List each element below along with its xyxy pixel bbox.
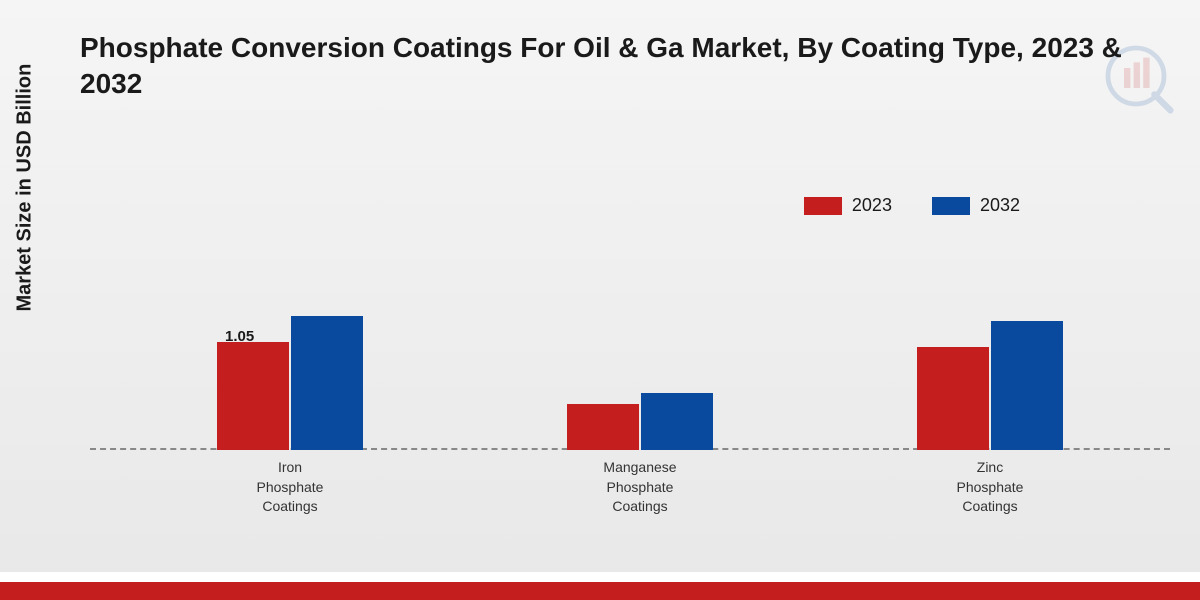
legend-swatch-2032 (932, 197, 970, 215)
footer-band (0, 582, 1200, 600)
footer-gap (0, 572, 1200, 582)
bar-zinc-2023 (917, 347, 989, 450)
legend: 2023 2032 (804, 195, 1020, 216)
y-axis-label: Market Size in USD Billion (14, 64, 37, 312)
x-label-iron: Iron Phosphate Coatings (230, 458, 350, 517)
legend-item-2032: 2032 (932, 195, 1020, 216)
chart-title: Phosphate Conversion Coatings For Oil & … (80, 30, 1180, 103)
bar-iron-2023 (217, 342, 289, 451)
x-label-manganese: Manganese Phosphate Coatings (580, 458, 700, 517)
value-label-iron-2023: 1.05 (225, 328, 254, 345)
legend-item-2023: 2023 (804, 195, 892, 216)
bar-zinc-2032 (991, 321, 1063, 450)
legend-swatch-2023 (804, 197, 842, 215)
x-label-zinc: Zinc Phosphate Coatings (930, 458, 1050, 517)
bar-manganese-2023 (567, 404, 639, 451)
legend-label-2032: 2032 (980, 195, 1020, 216)
bar-group-zinc (917, 321, 1063, 450)
bar-manganese-2032 (641, 393, 713, 450)
bar-iron-2032 (291, 316, 363, 450)
chart-plot-area: 2023 2032 1.05 Iron Phosphate Coatings M… (90, 140, 1170, 450)
bar-group-manganese (567, 393, 713, 450)
legend-label-2023: 2023 (852, 195, 892, 216)
